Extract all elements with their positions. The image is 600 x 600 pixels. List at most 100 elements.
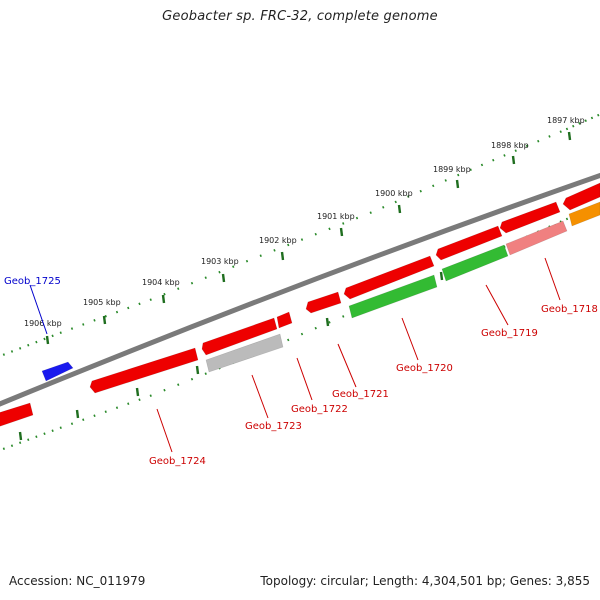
tick-label: 1905 kbp xyxy=(83,298,121,307)
inner-tick-dash xyxy=(204,372,207,376)
outer-tick-dash xyxy=(469,168,472,172)
outer-tick-dash xyxy=(115,310,119,314)
outer-tick-dash xyxy=(59,331,62,335)
inner-tick-dash xyxy=(138,398,141,402)
gene-arrow-red-left xyxy=(0,402,34,427)
gene-label-geob-1725: Geob_1725 xyxy=(4,276,61,287)
outer-tick-dash xyxy=(572,124,575,128)
tick-label: 1897 kbp xyxy=(547,116,585,125)
inner-tick-dash xyxy=(70,422,74,426)
gene-arrow-geob-1719 xyxy=(441,244,509,282)
outer-tick-dash xyxy=(163,292,166,296)
inner-tick-dash xyxy=(190,377,194,381)
major-tick-1899-kbp xyxy=(455,179,460,189)
gene-arrow-geob-1722 xyxy=(276,311,293,329)
outer-tick-dash xyxy=(492,158,495,162)
outer-tick-dash xyxy=(177,287,180,291)
inner-major-tick xyxy=(18,431,23,441)
gene-label-geob-1723: Geob_1723 xyxy=(245,421,302,432)
outer-tick-dash xyxy=(43,337,46,341)
outer-tick-dash xyxy=(537,139,540,143)
outer-tick-dash xyxy=(245,259,249,263)
inner-tick-dash xyxy=(35,435,38,439)
tick-label: 1901 kbp xyxy=(317,212,355,221)
inner-tick-dash xyxy=(287,338,290,342)
map-title: Geobacter sp. FRC-32, complete genome xyxy=(162,9,438,24)
inner-major-tick xyxy=(325,317,330,327)
inner-tick-dash xyxy=(149,394,152,398)
gene-features xyxy=(0,182,600,427)
outer-tick-dash xyxy=(273,249,276,252)
genome-backbone xyxy=(0,172,600,407)
leader-geob-1721 xyxy=(337,343,357,388)
outer-tick-dash xyxy=(218,270,221,274)
tick-label: 1900 kbp xyxy=(375,189,413,198)
inner-major-tick xyxy=(75,409,80,419)
leader-geob-1725 xyxy=(29,284,48,335)
major-tick-1902-kbp xyxy=(280,251,285,261)
leader-geob-1720 xyxy=(401,317,419,361)
inner-tick-dash xyxy=(93,414,96,418)
outer-tick-dash xyxy=(2,353,6,356)
outer-tick-dash xyxy=(51,334,54,338)
inner-major-tick xyxy=(439,271,444,281)
outer-tick-dash xyxy=(82,323,85,326)
gene-arrow-geob-1721 xyxy=(305,291,342,314)
gene-labels: Geob_1718 Geob_1719 Geob_1720 Geob_1721 Geob… xyxy=(4,276,598,467)
inner-tick-dash xyxy=(51,429,54,433)
outer-tick-dash xyxy=(514,149,517,153)
inner-tick-dash xyxy=(10,444,14,448)
outer-tick-dash xyxy=(382,205,385,209)
leader-geob-1719 xyxy=(485,284,509,326)
gene-arrow-red-2 xyxy=(435,225,503,261)
outer-tick-dash xyxy=(204,276,207,280)
outer-tick-dash xyxy=(457,173,460,177)
tick-label: 1898 kbp xyxy=(491,141,529,150)
gene-label-geob-1721: Geob_1721 xyxy=(332,389,389,400)
major-tick-1900-kbp xyxy=(397,204,402,214)
outer-tick-dash xyxy=(93,319,96,322)
inner-tick-dash xyxy=(300,332,304,336)
tick-label: 1904 kbp xyxy=(142,278,180,287)
outer-tick-dash xyxy=(503,154,506,157)
inner-major-tick xyxy=(195,365,200,375)
gene-label-geob-1718: Geob_1718 xyxy=(541,304,598,315)
outer-tick-dash xyxy=(578,122,581,125)
tick-label: 1902 kbp xyxy=(259,236,297,245)
outer-scale-ticks xyxy=(2,113,600,356)
outer-tick-dash xyxy=(565,127,569,131)
gene-arrow-geob-1723 xyxy=(205,333,284,373)
gene-label-geob-1719: Geob_1719 xyxy=(481,328,538,339)
outer-tick-dash xyxy=(432,184,435,188)
inner-tick-dash xyxy=(115,406,119,410)
outer-tick-dash xyxy=(149,298,152,302)
scale-tick-labels: 1897 kbp 1898 kbp 1899 kbp 1900 kbp 1901 kbp… xyxy=(24,116,585,328)
leader-geob-1722 xyxy=(296,357,313,401)
gene-arrow-geob-1718-upper xyxy=(562,182,600,211)
tick-label: 1899 kbp xyxy=(433,165,471,174)
outer-tick-dash xyxy=(138,302,141,306)
inner-tick-dash xyxy=(43,432,46,436)
outer-tick-dash xyxy=(597,113,600,117)
outer-tick-dash xyxy=(480,163,484,167)
outer-tick-dash xyxy=(10,350,14,353)
outer-tick-dash xyxy=(369,211,372,215)
inner-tick-dash xyxy=(127,402,130,406)
inner-tick-dash xyxy=(342,315,345,318)
outer-tick-dash xyxy=(355,216,359,220)
outer-tick-dash xyxy=(300,238,304,241)
gene-label-geob-1720: Geob_1720 xyxy=(396,363,453,374)
outer-tick-dash xyxy=(18,347,22,350)
outer-tick-dash xyxy=(525,144,529,148)
outer-tick-dash xyxy=(407,195,410,198)
outer-tick-dash xyxy=(590,116,594,120)
gene-arrow-red-3 xyxy=(343,255,435,300)
accession-text: Accession: NC_011979 xyxy=(9,574,146,588)
outer-tick-dash xyxy=(548,135,551,138)
major-tick-1898-kbp xyxy=(511,155,516,165)
outer-tick-dash xyxy=(394,200,397,204)
gene-arrow-geob-1718 xyxy=(505,220,568,256)
inner-tick-dash xyxy=(82,418,85,422)
outer-tick-dash xyxy=(287,243,290,247)
